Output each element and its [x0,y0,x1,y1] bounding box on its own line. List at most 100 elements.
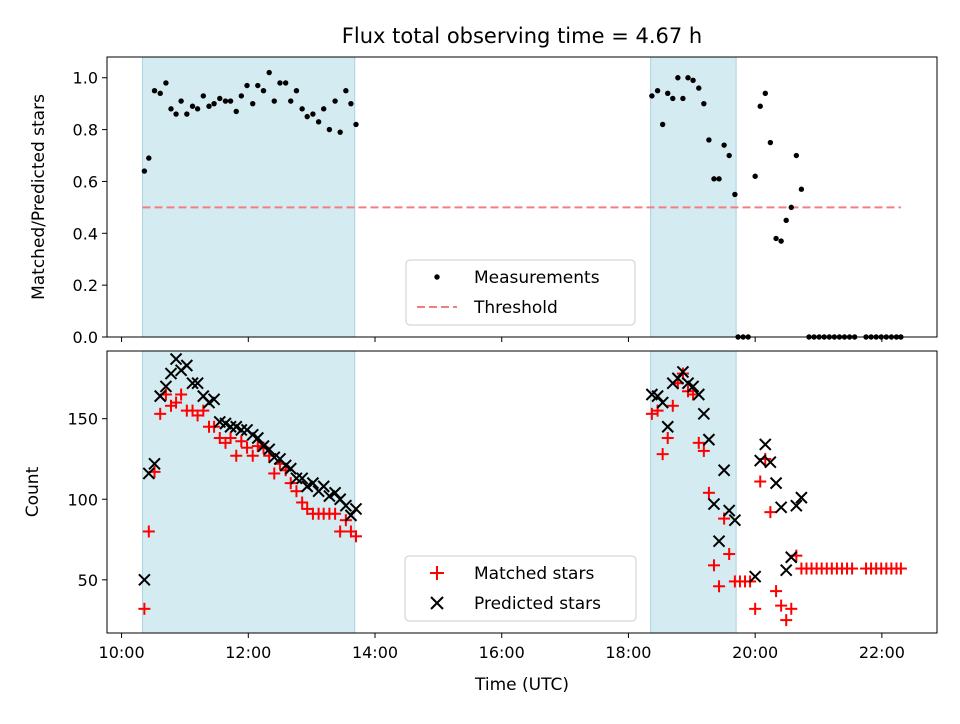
y-tick-label: 1.0 [73,69,98,88]
y-tick-label: 0.8 [73,121,98,140]
measurement-point [238,93,245,99]
measurement-point [282,80,289,86]
measurement-point [659,121,666,128]
predicted-point [159,380,173,393]
measurement-point [320,106,327,112]
predicted-point [169,352,183,366]
matched-points [138,367,907,627]
count-legend-box [404,555,637,622]
predicted-point [339,499,353,512]
ratio-panel: 0.0 0.2 0.4 0.6 0.8 1.0 Matched/Predicted sta… [29,56,938,347]
measurement-point [211,100,217,107]
x-tick-label: 14:00 [352,643,398,662]
measurement-point [670,95,676,102]
count-y-axis-label: Count [23,466,43,517]
measurement-point [752,173,758,179]
measurement-point [299,106,305,112]
measurement-point [711,176,717,182]
measurement-point [793,152,800,159]
count-x-ticks: 10:00 12:00 14:00 16:00 18:00 20:00 22:00 [99,633,905,662]
chart-title: Flux total observing time = 4.67 h [342,24,702,48]
measurement-point [326,126,333,133]
measurement-point [173,111,179,117]
y-tick-label: 0.4 [73,224,98,243]
predicted-point [301,480,314,493]
predicted-point [774,501,788,514]
measurement-point [310,111,316,117]
ratio-panel-frame [106,56,938,338]
predicted-point [656,396,669,409]
measurement-point [353,121,359,128]
matched-point [154,407,167,420]
measurement-point [332,98,338,104]
predicted-point [790,499,803,512]
y-tick-label: 0.6 [73,172,98,191]
matched-point [656,448,669,461]
measurement-point [649,93,655,99]
matched-point [713,580,726,593]
predicted-point [795,491,808,504]
predicted-point [728,513,742,527]
measurement-point [778,238,784,244]
y-tick-label: 100 [67,490,98,509]
count-panel-frame [106,350,938,634]
y-tick-label: 50 [78,571,98,590]
measurement-point [783,217,789,224]
predicted-point [717,464,731,477]
predicted-point [235,423,248,437]
matched-point [692,436,705,449]
y-tick-label: 0.0 [73,328,98,347]
count-y-ticks: 50 100 150 [67,410,107,590]
measurement-point [146,155,152,161]
predicted-point [702,433,716,446]
matched-point [246,449,259,462]
matched-point [350,530,362,543]
predicted-point [284,462,297,475]
measurement-point [233,108,239,115]
matched-point [846,562,859,575]
ratio-y-ticks: 0.0 0.2 0.4 0.6 0.8 1.0 [73,69,107,347]
measurement-point [277,80,283,86]
y-tick-label: 150 [67,410,98,429]
matched-point [687,388,700,401]
predicted-points [138,352,808,587]
observing-window-1 [650,56,737,338]
measurement-point [178,98,184,104]
measurement-point [685,75,691,81]
predicted-point [257,439,270,453]
predicted-point [317,480,330,493]
measurement-point [716,176,722,182]
measurement-point [151,88,158,94]
predicted-point [697,407,711,421]
observing-window-0 [141,56,356,338]
measurement-point [721,142,727,148]
measurement-point [343,88,349,94]
predicted-point [191,377,204,390]
measurement-point [260,88,267,94]
matched-point [251,440,264,453]
ratio-x-ticks [121,337,883,342]
matched-point [894,562,907,575]
measurement-point [665,90,671,96]
x-tick-label: 12:00 [225,643,271,662]
measurement-point [271,98,277,104]
predicted-point [779,563,793,577]
predicted-point [148,457,161,471]
legend-measurements-marker [434,274,440,280]
legend-measurements-label: Measurements [474,268,600,288]
x-axis-label: Time (UTC) [474,675,569,695]
predicted-point [207,393,221,406]
matched-point [661,432,674,445]
predicted-point [186,377,199,390]
ratio-legend-box [405,259,636,326]
matched-point [268,467,281,480]
measurement-point [217,95,223,102]
legend-matched-marker [430,566,444,580]
measurement-point [315,119,322,125]
matched-point [170,396,183,409]
predicted-point [349,502,363,516]
predicted-point [180,359,194,372]
matched-point [175,388,188,401]
predicted-point [262,443,276,456]
matched-point [224,432,237,445]
